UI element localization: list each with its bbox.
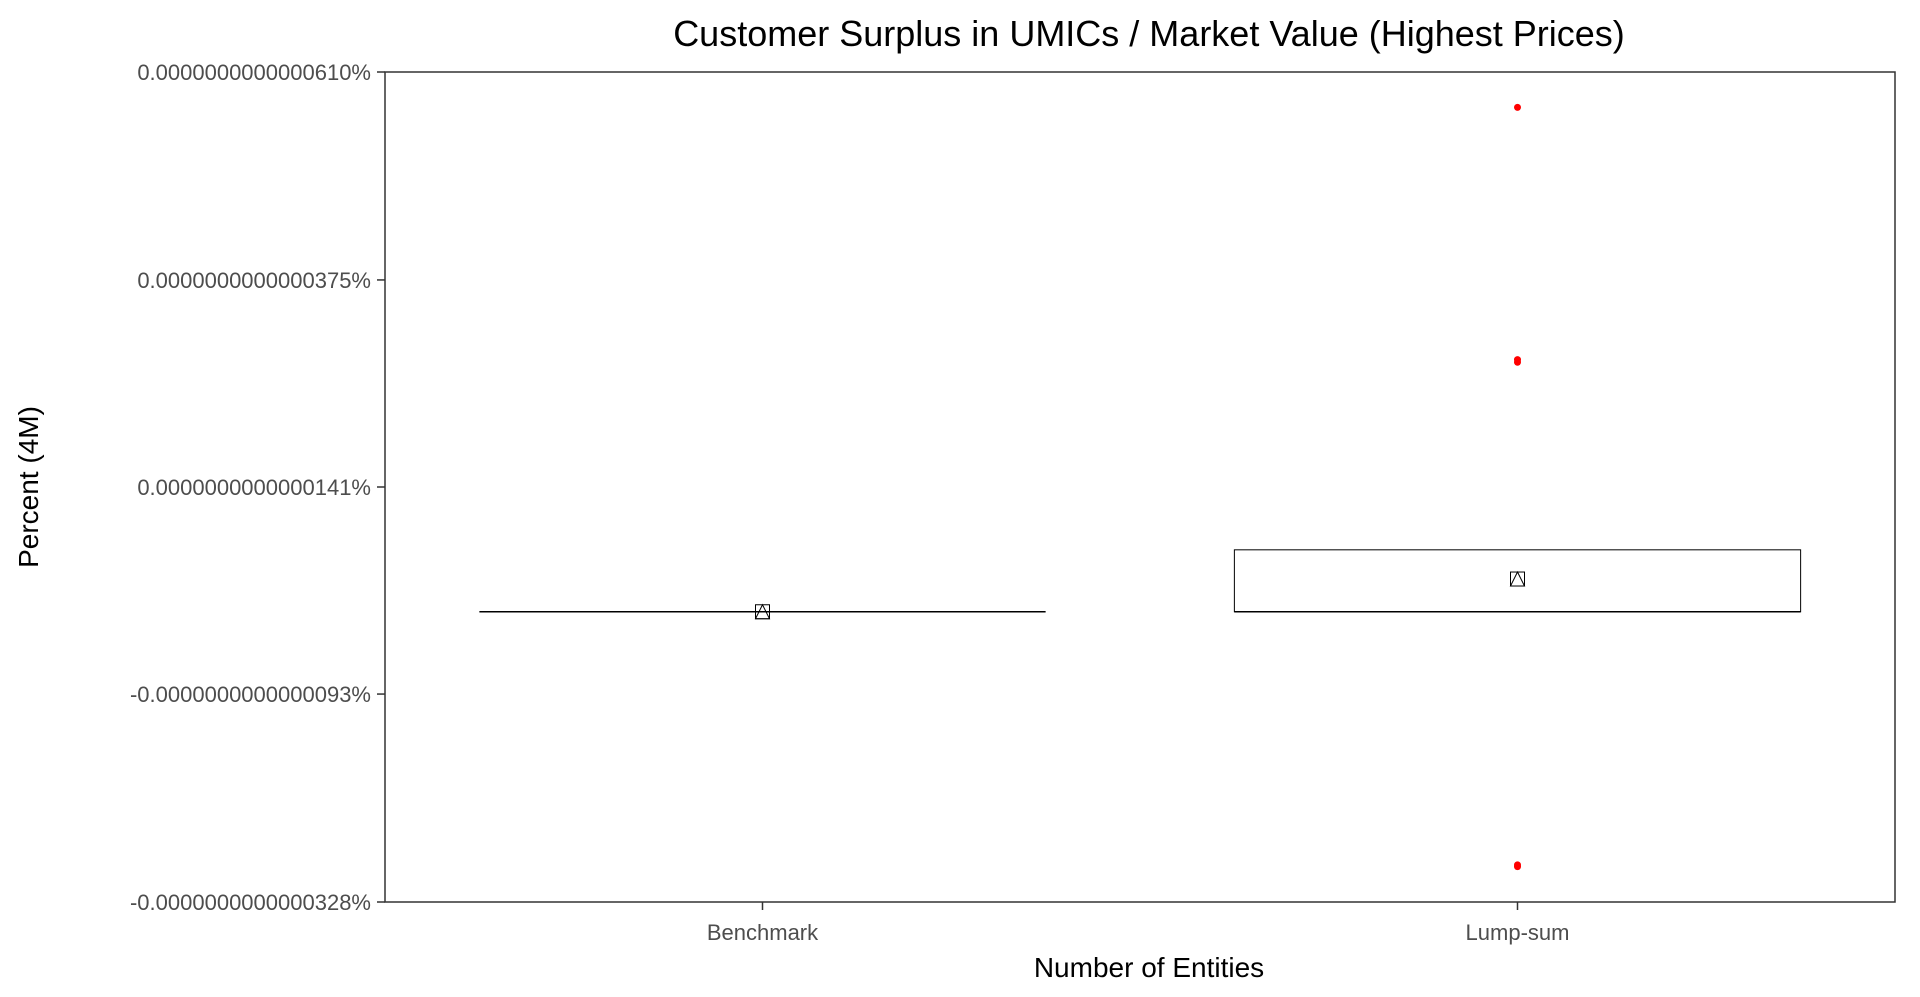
y-tick-label: -0.0000000000000328% xyxy=(130,890,371,915)
y-tick-label: 0.0000000000000141% xyxy=(137,475,371,500)
y-axis-title: Percent (4M) xyxy=(13,406,44,568)
outlier-point xyxy=(1514,358,1521,366)
plot-panel xyxy=(384,71,1896,903)
x-tick-label: Benchmark xyxy=(707,920,819,945)
x-axis: Benchmark Lump-sum xyxy=(707,902,1570,945)
box-iqr xyxy=(1233,549,1802,613)
mean-marker-triangle xyxy=(1509,570,1526,587)
y-tick-label: -0.0000000000000093% xyxy=(130,682,371,707)
y-tick-label: 0.0000000000000375% xyxy=(137,268,371,293)
outlier-point xyxy=(1514,863,1521,871)
mean-marker-triangle xyxy=(754,603,771,620)
outlier-point xyxy=(1514,103,1521,111)
x-axis-title: Number of Entities xyxy=(1034,952,1264,983)
box-benchmark xyxy=(479,603,1046,620)
chart-title: Customer Surplus in UMICs / Market Value… xyxy=(673,13,1625,54)
box-lump-sum xyxy=(1233,103,1802,871)
y-axis: -0.0000000000000328% -0.0000000000000093%… xyxy=(130,60,385,915)
y-tick-label: 0.0000000000000610% xyxy=(137,60,371,85)
boxes xyxy=(479,103,1802,871)
x-tick-label: Lump-sum xyxy=(1466,920,1570,945)
mean-marker-square xyxy=(1510,571,1525,587)
